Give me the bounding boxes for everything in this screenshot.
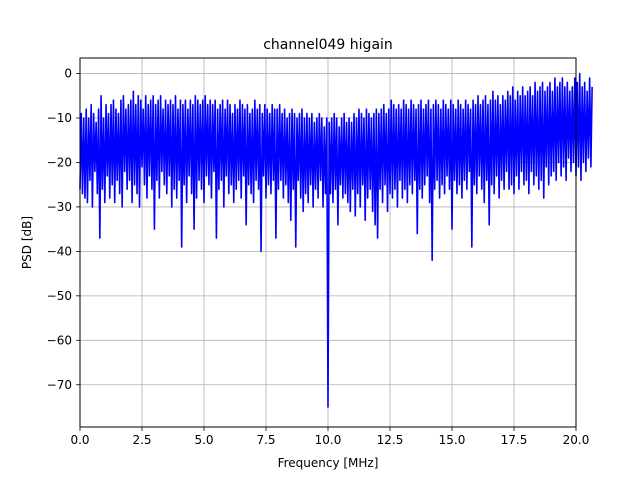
y-tick-label: 0 <box>64 67 72 81</box>
y-tick-label: −30 <box>47 200 72 214</box>
y-tick-label: −60 <box>47 333 72 347</box>
x-tick-label: 7.5 <box>256 433 275 447</box>
x-axis: 0.0 2.5 5.0 7.5 10.0 12.5 15.0 17.5 20.0 <box>70 427 589 447</box>
x-tick-label: 5.0 <box>194 433 213 447</box>
x-tick-label: 17.5 <box>501 433 528 447</box>
y-tick-label: −70 <box>47 378 72 392</box>
y-tick-label: −20 <box>47 155 72 169</box>
x-tick-label: 15.0 <box>439 433 466 447</box>
y-axis: 0 −10 −20 −30 −40 −50 −60 −70 <box>47 67 80 392</box>
y-tick-label: −40 <box>47 244 72 258</box>
chart-title: channel049 higain <box>263 37 393 53</box>
x-axis-label: Frequency [MHz] <box>278 456 379 470</box>
x-tick-label: 2.5 <box>132 433 151 447</box>
psd-line <box>79 72 593 408</box>
x-tick-label: 20.0 <box>563 433 590 447</box>
x-tick-label: 10.0 <box>315 433 342 447</box>
x-tick-label: 12.5 <box>377 433 404 447</box>
y-tick-label: −10 <box>47 111 72 125</box>
y-axis-label: PSD [dB] <box>20 216 34 269</box>
y-tick-label: −50 <box>47 289 72 303</box>
x-tick-label: 0.0 <box>70 433 89 447</box>
